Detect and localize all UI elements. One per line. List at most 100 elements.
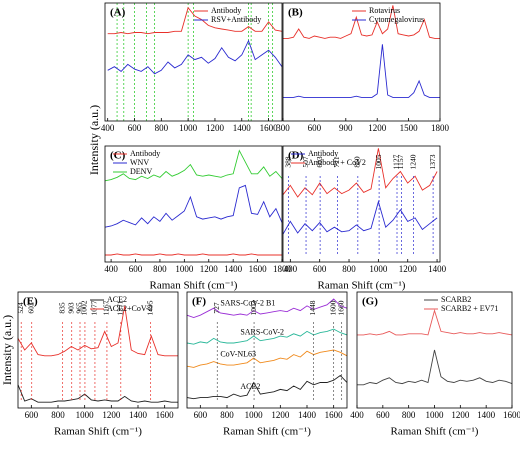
x-tick-label: 400 — [284, 264, 298, 274]
x-tick-label: 1200 — [206, 123, 225, 133]
x-axis-label: Raman Shift (cm⁻¹) — [391, 426, 479, 438]
x-tick-label: 1800 — [273, 264, 292, 274]
peak-label: 903 — [66, 302, 75, 314]
peak-label: 860 — [353, 156, 362, 168]
spectrum-line — [17, 305, 178, 357]
x-tick-label: 1600 — [325, 410, 344, 420]
peak-label: 1127 — [392, 154, 401, 169]
legend-label: DENV — [130, 167, 152, 176]
peak-label: 524 — [16, 302, 25, 314]
x-tick-label: 1600 — [249, 264, 268, 274]
peak-label: 1271 — [116, 300, 125, 315]
x-tick-label: 1600 — [260, 123, 279, 133]
spectrum-line — [107, 39, 283, 75]
peak-label: 1003 — [249, 300, 258, 315]
x-tick-label: 1000 — [179, 123, 198, 133]
peak-label: 727 — [212, 302, 221, 314]
x-tick-label: 1400 — [477, 410, 496, 420]
x-tick-label: 1000 — [426, 410, 445, 420]
peak-label: 1495 — [145, 300, 154, 315]
series-label: SARS-CoV-2 — [240, 328, 284, 337]
x-tick-label: 1200 — [102, 410, 121, 420]
panel-label: (E) — [23, 296, 38, 308]
panel-label: (F) — [192, 296, 206, 308]
peak-label: 1240 — [408, 154, 417, 169]
x-axis-label: Raman Shift (cm⁻¹) — [318, 280, 406, 292]
x-axis-label: Raman Shift (cm⁻¹) — [150, 280, 238, 292]
x-tick-label: 1400 — [298, 410, 317, 420]
legend-label: Antibody — [308, 149, 338, 158]
x-tick-label: 1600 — [156, 410, 175, 420]
panel-label: (B) — [288, 7, 303, 19]
spectrum-line — [186, 374, 348, 400]
x-tick-label: 1400 — [129, 410, 148, 420]
plot-frame — [17, 291, 179, 409]
peak-label: 507 — [301, 156, 310, 168]
peak-label: 1448 — [308, 300, 317, 315]
spectrum-line — [186, 349, 348, 368]
series-label: SARS-CoV-2 B1 — [220, 299, 275, 308]
plot-frame — [104, 2, 283, 122]
peak-label: 1157 — [396, 154, 405, 169]
legend-label: Antibody — [211, 6, 241, 15]
legend-label: ACE2+CoV-2 — [107, 304, 153, 313]
x-tick-label: 1000 — [369, 264, 388, 274]
x-tick-label: 400 — [101, 123, 115, 133]
x-tick-label: 1200 — [200, 264, 219, 274]
x-tick-label: 800 — [402, 410, 416, 420]
spectrum-line — [283, 44, 440, 98]
legend-label: WNV — [130, 158, 149, 167]
x-tick-label: 600 — [129, 264, 143, 274]
legend-label: Cytomegalovirus — [369, 15, 424, 24]
x-tick-label: 800 — [153, 264, 167, 274]
x-tick-label: 1000 — [76, 410, 95, 420]
y-axis-label: Intensity (a.u.) — [87, 105, 101, 175]
spectrum-line — [186, 298, 348, 318]
x-tick-label: 1400 — [233, 123, 252, 133]
peak-label: 603 — [315, 156, 324, 168]
spectrum-line — [105, 253, 282, 256]
x-tick-label: 600 — [25, 410, 39, 420]
peak-label: 1002 — [80, 300, 89, 315]
spectrum-line — [283, 5, 440, 39]
peak-label: 835 — [57, 302, 66, 314]
x-tick-label: 1400 — [428, 264, 447, 274]
peak-label: 1373 — [428, 154, 437, 169]
legend-label: SCARB2 — [441, 295, 471, 304]
x-tick-label: 400 — [104, 264, 118, 274]
spectrum-line — [186, 328, 348, 345]
spectrum-line — [357, 349, 513, 386]
plot-frame — [282, 2, 441, 122]
spectrum-line — [107, 6, 283, 35]
x-axis-label: Raman Shift (cm⁻¹) — [223, 426, 311, 438]
legend-label: ACE2 — [107, 295, 127, 304]
legend-label: Antibody + CoV2 — [308, 158, 366, 167]
panel-label: (A) — [110, 7, 126, 19]
x-tick-label: 600 — [376, 410, 390, 420]
x-tick-label: 1500 — [400, 123, 419, 133]
panel-label: (G) — [362, 296, 378, 308]
x-tick-label: 1200 — [271, 410, 290, 420]
legend-label: RSV+Antibody — [211, 15, 261, 24]
x-tick-label: 1200 — [368, 123, 387, 133]
x-tick-label: 1200 — [399, 264, 418, 274]
peak-label: 965 — [75, 302, 84, 314]
plot-frame — [104, 145, 283, 263]
x-tick-label: 400 — [350, 410, 364, 420]
x-tick-label: 600 — [128, 123, 142, 133]
panel-label: (D) — [288, 150, 304, 162]
x-tick-label: 800 — [220, 410, 234, 420]
peak-label: 721 — [332, 156, 341, 168]
spectrum-line — [104, 184, 283, 228]
legend-label: SCARB2 + EV71 — [441, 304, 498, 313]
x-tick-label: 800 — [155, 123, 169, 133]
x-tick-label: 300 — [276, 123, 290, 133]
x-tick-label: 800 — [342, 264, 356, 274]
legend-label: Antibody — [130, 149, 160, 158]
x-tick-label: 600 — [194, 410, 208, 420]
x-tick-label: 1400 — [224, 264, 243, 274]
legend-label: Rotavirus — [369, 6, 400, 15]
spectrum-line — [17, 384, 178, 403]
x-tick-label: 1600 — [503, 410, 520, 420]
